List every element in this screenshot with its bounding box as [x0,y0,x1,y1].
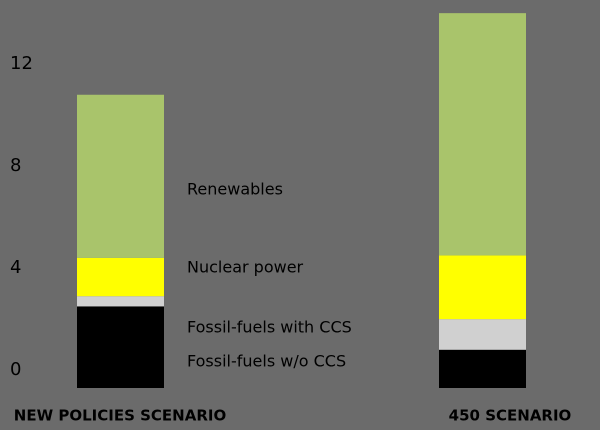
bar-segment [439,319,526,350]
x-tick-label: NEW POLICIES SCENARIO [14,407,226,425]
y-tick-label: 8 [10,155,21,176]
legend-label: Fossil-fuels w/o CCS [187,352,346,371]
bar-segment [439,13,526,256]
bar-segment [77,94,164,258]
legend-label: Renewables [187,180,283,199]
bar-segment [77,296,164,307]
bar-segment [77,306,164,388]
legend-label: Fossil-fuels with CCS [187,318,352,337]
y-tick-label: 4 [10,257,21,278]
y-tick-label: 12 [10,53,33,74]
bar-segment [439,255,526,320]
bar-segment [77,257,164,297]
legend-label: Nuclear power [187,258,304,277]
y-tick-label: 0 [10,359,21,380]
bar-segment [439,349,526,388]
x-tick-label: 450 SCENARIO [449,407,572,425]
